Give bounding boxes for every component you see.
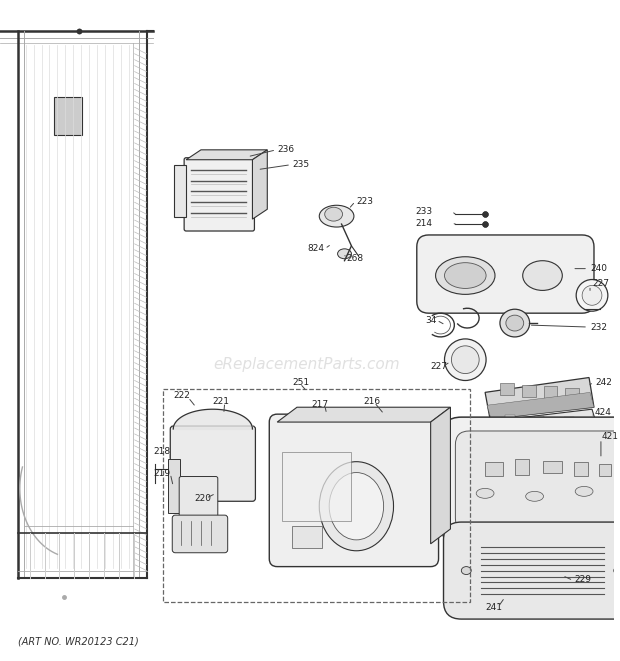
Bar xyxy=(574,461,588,475)
Text: (ART NO. WR20123 C21): (ART NO. WR20123 C21) xyxy=(18,637,138,647)
Polygon shape xyxy=(277,407,451,422)
Ellipse shape xyxy=(523,260,562,290)
Ellipse shape xyxy=(500,309,529,337)
Ellipse shape xyxy=(575,486,593,496)
Text: 268: 268 xyxy=(347,254,363,263)
Bar xyxy=(282,451,352,521)
Text: 222: 222 xyxy=(173,391,190,400)
Ellipse shape xyxy=(461,566,471,574)
Text: 241: 241 xyxy=(485,603,502,611)
FancyBboxPatch shape xyxy=(179,477,218,522)
Polygon shape xyxy=(487,393,594,419)
Text: 229: 229 xyxy=(574,575,591,584)
FancyBboxPatch shape xyxy=(172,515,228,553)
Polygon shape xyxy=(186,150,267,160)
Bar xyxy=(599,463,611,475)
Polygon shape xyxy=(252,150,267,219)
Ellipse shape xyxy=(506,315,524,331)
FancyBboxPatch shape xyxy=(441,417,620,546)
Ellipse shape xyxy=(319,206,354,227)
Ellipse shape xyxy=(526,491,544,501)
Bar xyxy=(521,385,536,397)
Polygon shape xyxy=(485,377,594,419)
Text: 251: 251 xyxy=(292,378,309,387)
Ellipse shape xyxy=(337,249,352,258)
Text: 216: 216 xyxy=(363,397,381,406)
Bar xyxy=(515,459,529,475)
Bar xyxy=(505,415,515,421)
Ellipse shape xyxy=(576,280,608,311)
Ellipse shape xyxy=(329,473,384,540)
Text: 824: 824 xyxy=(307,245,324,253)
Ellipse shape xyxy=(451,346,479,373)
Text: 232: 232 xyxy=(590,323,607,332)
Ellipse shape xyxy=(476,488,494,498)
Ellipse shape xyxy=(325,208,342,221)
Bar xyxy=(168,459,180,513)
Bar xyxy=(292,526,322,548)
Text: 34: 34 xyxy=(426,315,437,325)
Ellipse shape xyxy=(614,566,620,574)
Bar xyxy=(542,461,562,473)
Text: 218: 218 xyxy=(153,447,170,456)
Bar xyxy=(485,461,503,475)
Polygon shape xyxy=(174,165,186,217)
Text: 235: 235 xyxy=(292,160,309,169)
Text: 242: 242 xyxy=(595,378,612,387)
Text: 214: 214 xyxy=(416,219,433,227)
Text: eReplacementParts.com: eReplacementParts.com xyxy=(213,357,400,372)
Text: 223: 223 xyxy=(356,197,373,206)
Text: 233: 233 xyxy=(416,207,433,215)
Ellipse shape xyxy=(445,339,486,381)
FancyBboxPatch shape xyxy=(184,158,254,231)
Text: 221: 221 xyxy=(213,397,230,406)
Bar xyxy=(544,387,557,399)
Bar xyxy=(500,383,514,395)
Ellipse shape xyxy=(436,256,495,294)
Text: 227: 227 xyxy=(431,362,448,371)
Text: 421: 421 xyxy=(602,432,619,442)
Ellipse shape xyxy=(319,461,394,551)
FancyBboxPatch shape xyxy=(269,414,438,566)
Text: 424: 424 xyxy=(595,408,612,416)
Text: 220: 220 xyxy=(194,494,211,503)
Bar xyxy=(565,388,579,400)
Ellipse shape xyxy=(582,286,602,305)
Polygon shape xyxy=(431,407,451,544)
FancyBboxPatch shape xyxy=(443,522,620,619)
FancyBboxPatch shape xyxy=(456,431,620,532)
Bar xyxy=(163,389,470,602)
Text: 219: 219 xyxy=(153,469,170,478)
Text: 236: 236 xyxy=(277,145,294,154)
Bar xyxy=(55,97,82,135)
Text: 240: 240 xyxy=(590,264,607,273)
Polygon shape xyxy=(483,409,595,431)
Ellipse shape xyxy=(445,262,486,288)
Bar xyxy=(564,416,574,422)
FancyBboxPatch shape xyxy=(170,426,255,501)
Bar xyxy=(534,416,544,422)
FancyBboxPatch shape xyxy=(417,235,594,313)
Text: 217: 217 xyxy=(312,400,329,408)
Text: 227: 227 xyxy=(592,279,609,288)
